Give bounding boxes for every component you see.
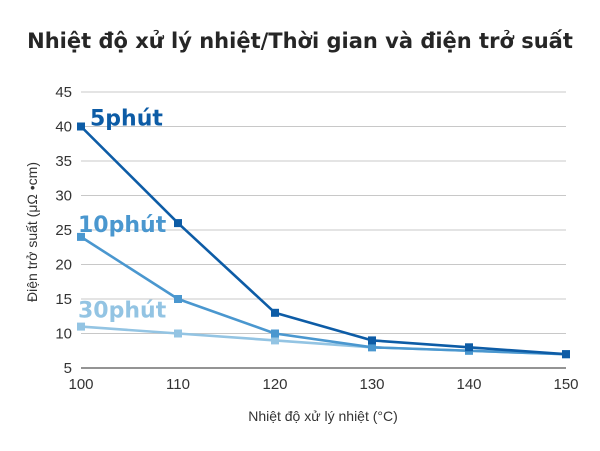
y-tick-label: 35 [55, 153, 72, 170]
y-tick-label: 30 [55, 188, 72, 205]
series-line [80, 235, 567, 356]
y-tick-label: 5 [64, 360, 72, 377]
x-tick-label: 110 [166, 376, 190, 393]
y-axis-label: Điện trở suất (μΩ •cm) [24, 162, 40, 302]
label-layer: 5phút 10phút 30phút [78, 107, 167, 324]
data-point [77, 122, 85, 131]
axis-layer: 5 10 15 20 25 30 35 40 45 100 110 120 130 140 150 [55, 84, 578, 393]
x-tick-label: 130 [359, 376, 384, 393]
data-point [77, 232, 85, 241]
x-tick-label: 150 [553, 376, 578, 393]
data-point [174, 329, 182, 338]
x-tick-label: 100 [68, 376, 93, 393]
data-point [271, 308, 279, 317]
y-tick-label: 15 [55, 291, 72, 308]
data-point [174, 219, 182, 228]
y-tick-label: 45 [55, 84, 72, 101]
series-line [80, 125, 567, 356]
data-point [271, 336, 279, 345]
x-tick-label: 140 [456, 376, 481, 393]
data-point [174, 295, 182, 303]
y-tick-label: 10 [55, 326, 72, 343]
data-point [77, 322, 85, 331]
y-tick-label: 40 [55, 119, 72, 136]
x-tick-label: 120 [262, 376, 287, 393]
data-point [271, 329, 279, 338]
chart-title: Nhiệt độ xử lý nhiệt/Thời gian và điện t… [27, 29, 573, 53]
series-name-label: 5phút [90, 107, 163, 132]
y-tick-label: 25 [55, 222, 72, 239]
series-1 [77, 122, 570, 359]
grid-layer [81, 91, 566, 334]
series-name-label: 10phút [78, 213, 167, 238]
data-point [368, 343, 376, 352]
data-point [368, 336, 376, 345]
x-axis-label: Nhiệt độ xử lý nhiệt (°C) [248, 408, 398, 424]
data-point [562, 350, 570, 359]
data-point [465, 343, 473, 352]
series-name-label: 30phút [78, 299, 167, 324]
series-layer [77, 122, 570, 359]
y-tick-label: 20 [55, 257, 72, 274]
series-2 [77, 232, 570, 359]
